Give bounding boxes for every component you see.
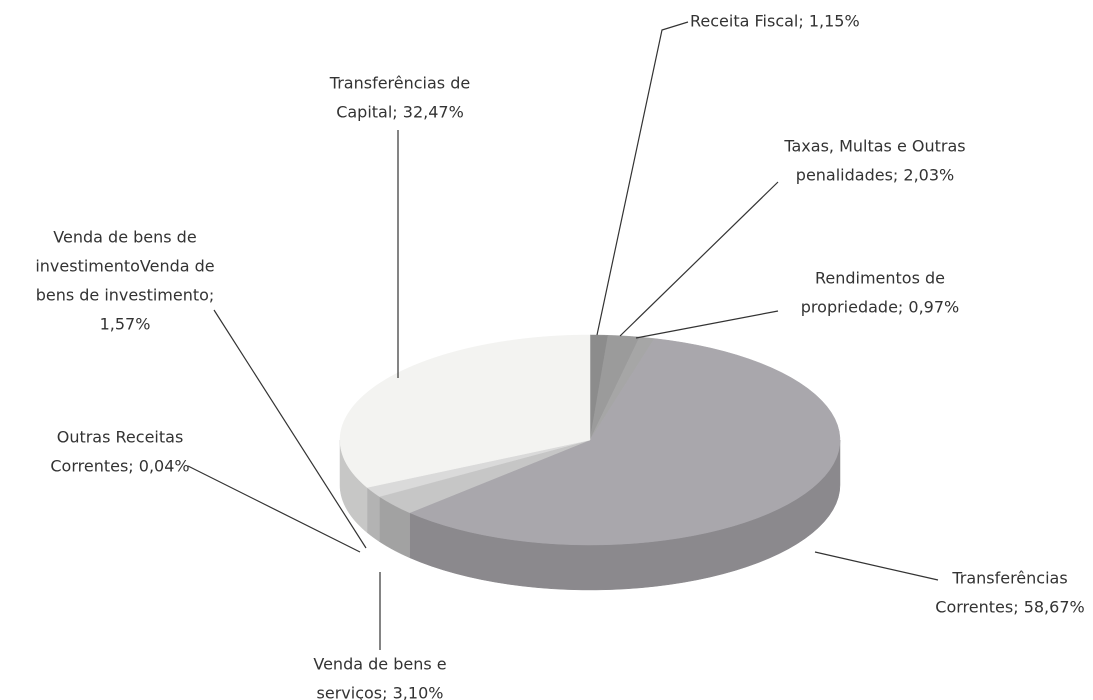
slice — [378, 439, 591, 514]
data-label: Rendimentos de — [815, 269, 945, 288]
slice — [366, 439, 591, 497]
leader-line — [635, 310, 779, 339]
leader-line — [814, 551, 939, 581]
data-label: Capital; 32,47% — [336, 103, 464, 122]
data-label: Correntes; 0,04% — [50, 457, 189, 476]
leader-line — [596, 21, 689, 336]
data-label: Venda de bens de — [53, 228, 196, 247]
data-label: 1,57% — [100, 315, 151, 334]
slice — [339, 334, 591, 488]
data-label: propriedade; 0,97% — [801, 298, 959, 317]
data-label: Taxas, Multas e Outras — [783, 137, 965, 156]
data-label: bens de investimento; — [36, 286, 215, 305]
data-label: investimentoVenda de — [35, 257, 214, 276]
data-label: Outras Receitas — [57, 428, 184, 447]
data-label: Transferências de — [329, 74, 470, 93]
leader-line — [619, 181, 779, 337]
data-label: Transferências — [951, 569, 1067, 588]
slice — [409, 338, 841, 546]
leader-line — [213, 309, 367, 549]
leader-line — [187, 465, 361, 553]
data-label: Correntes; 58,67% — [935, 598, 1084, 617]
data-label: Venda de bens e — [313, 655, 446, 674]
data-label: penalidades; 2,03% — [796, 166, 954, 185]
data-label: serviços; 3,10% — [317, 684, 444, 700]
data-label: Receita Fiscal; 1,15% — [690, 12, 860, 31]
slice-side — [366, 486, 380, 542]
